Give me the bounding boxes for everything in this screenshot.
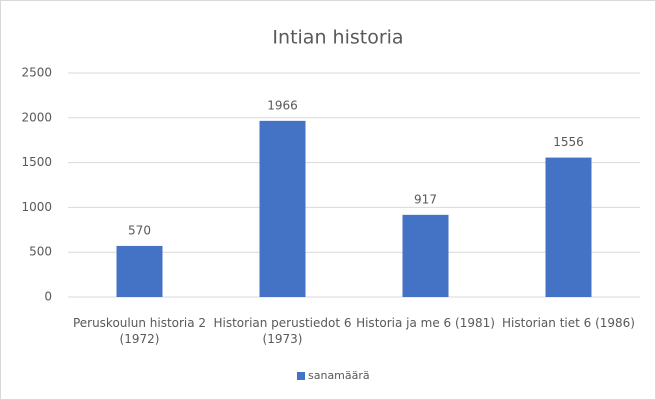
bar — [545, 157, 592, 297]
y-tick-label: 2000 — [21, 110, 52, 124]
y-tick-label: 1500 — [21, 155, 52, 169]
data-label: 1966 — [267, 98, 298, 112]
y-tick-label: 1000 — [21, 200, 52, 214]
y-tick-label: 2500 — [21, 66, 52, 80]
legend-label: sanamäärä — [308, 369, 370, 382]
legend-swatch — [297, 372, 305, 380]
x-tick-label: Peruskoulun historia 2 (1972) — [72, 316, 207, 346]
x-tick-label: Historian tiet 6 (1986) — [502, 316, 635, 330]
chart-title: Intian historia — [272, 27, 403, 49]
bar — [402, 214, 449, 297]
data-label: 917 — [414, 192, 437, 206]
data-label: 1556 — [553, 135, 584, 149]
data-label: 570 — [128, 223, 151, 237]
bar — [116, 245, 163, 297]
x-tick-label: Historia ja me 6 (1981) — [356, 316, 495, 330]
y-tick-label: 500 — [29, 245, 52, 259]
x-tick-label: Historian perustiedot 6 (1973) — [213, 316, 352, 346]
y-tick-label: 0 — [44, 290, 52, 304]
bar — [259, 120, 306, 297]
